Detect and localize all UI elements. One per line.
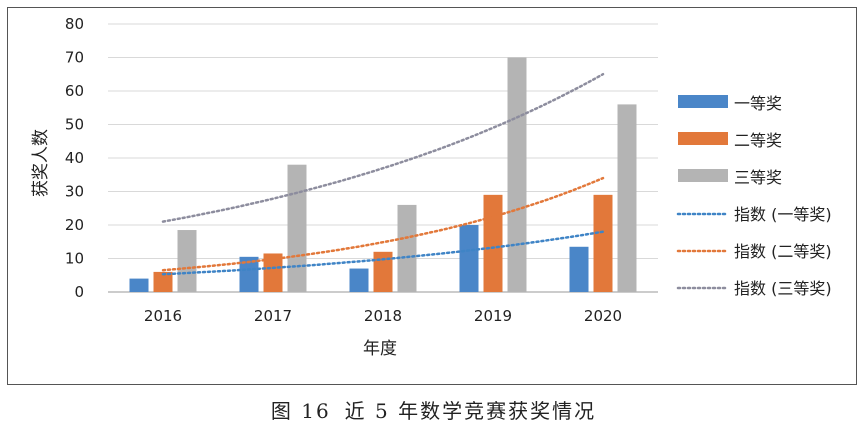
legend-label-5: 指数 (二等奖): [734, 242, 832, 261]
y-tick-label: 60: [65, 82, 84, 100]
legend-swatch-3: [678, 169, 728, 182]
bar-2019-series-3: [507, 57, 527, 292]
bar-2016-series-3: [177, 230, 197, 292]
x-tick-label: 2017: [254, 307, 292, 325]
bar-2018-series-1: [349, 268, 369, 292]
x-tick-label: 2016: [144, 307, 182, 325]
chart: 0 10 20 30 40 50 60 70 80 2016 2017 2018 2019 2020 一等…: [31, 15, 832, 359]
y-tick-label: 0: [74, 283, 84, 301]
bar-2018-series-2: [373, 251, 393, 292]
legend-label-2: 二等奖: [734, 131, 782, 150]
y-tick-label: 40: [65, 149, 84, 167]
bar-2020-series-2: [593, 194, 613, 292]
trendline-3: [161, 72, 605, 223]
y-tick-label: 80: [65, 15, 84, 33]
trendline-1: [161, 230, 605, 276]
y-tick-label: 50: [65, 116, 84, 134]
x-tick-label: 2018: [364, 307, 402, 325]
trendline-2: [161, 176, 605, 272]
bar-2017-series-3: [287, 164, 307, 292]
x-tick-label: 2020: [584, 307, 622, 325]
y-tick-label: 70: [65, 49, 84, 67]
figure-title: 近 5 年数学竞赛获奖情况: [344, 399, 597, 423]
bar-2019-series-2: [483, 194, 503, 292]
figure-number: 图 16: [270, 399, 331, 423]
bar-2017-series-1: [239, 256, 259, 292]
bar-2017-series-2: [263, 253, 283, 292]
x-tick-label: 2019: [474, 307, 512, 325]
legend-label-3: 三等奖: [734, 168, 782, 187]
y-tick-label: 10: [65, 250, 84, 268]
x-axis-title: 年度: [363, 339, 397, 359]
bar-2020-series-1: [569, 246, 589, 292]
y-tick-label: 30: [65, 183, 84, 201]
figure-caption: 图 16 近 5 年数学竞赛获奖情况: [0, 395, 867, 424]
legend-label-4: 指数 (一等奖): [734, 205, 832, 224]
y-axis-title: 获奖人数: [31, 129, 51, 197]
legend-label-1: 一等奖: [734, 94, 782, 113]
bars: [129, 57, 637, 293]
bar-2020-series-3: [617, 104, 637, 293]
y-tick-label: 20: [65, 216, 84, 234]
bar-2019-series-1: [459, 225, 479, 292]
bar-2016-series-2: [153, 271, 173, 292]
legend-label-6: 指数 (三等奖): [734, 279, 832, 298]
chart-frame: 0 10 20 30 40 50 60 70 80 2016 2017 2018 2019 2020 一等…: [7, 7, 857, 385]
legend-swatch-1: [678, 95, 728, 108]
bar-2016-series-1: [129, 278, 149, 292]
gridlines: [108, 23, 658, 293]
bar-2018-series-3: [397, 204, 417, 292]
legend-swatch-2: [678, 132, 728, 145]
trendlines: [161, 72, 605, 276]
axes: 0 10 20 30 40 50 60 70 80 2016 2017 2018 2019 2020: [65, 15, 622, 325]
